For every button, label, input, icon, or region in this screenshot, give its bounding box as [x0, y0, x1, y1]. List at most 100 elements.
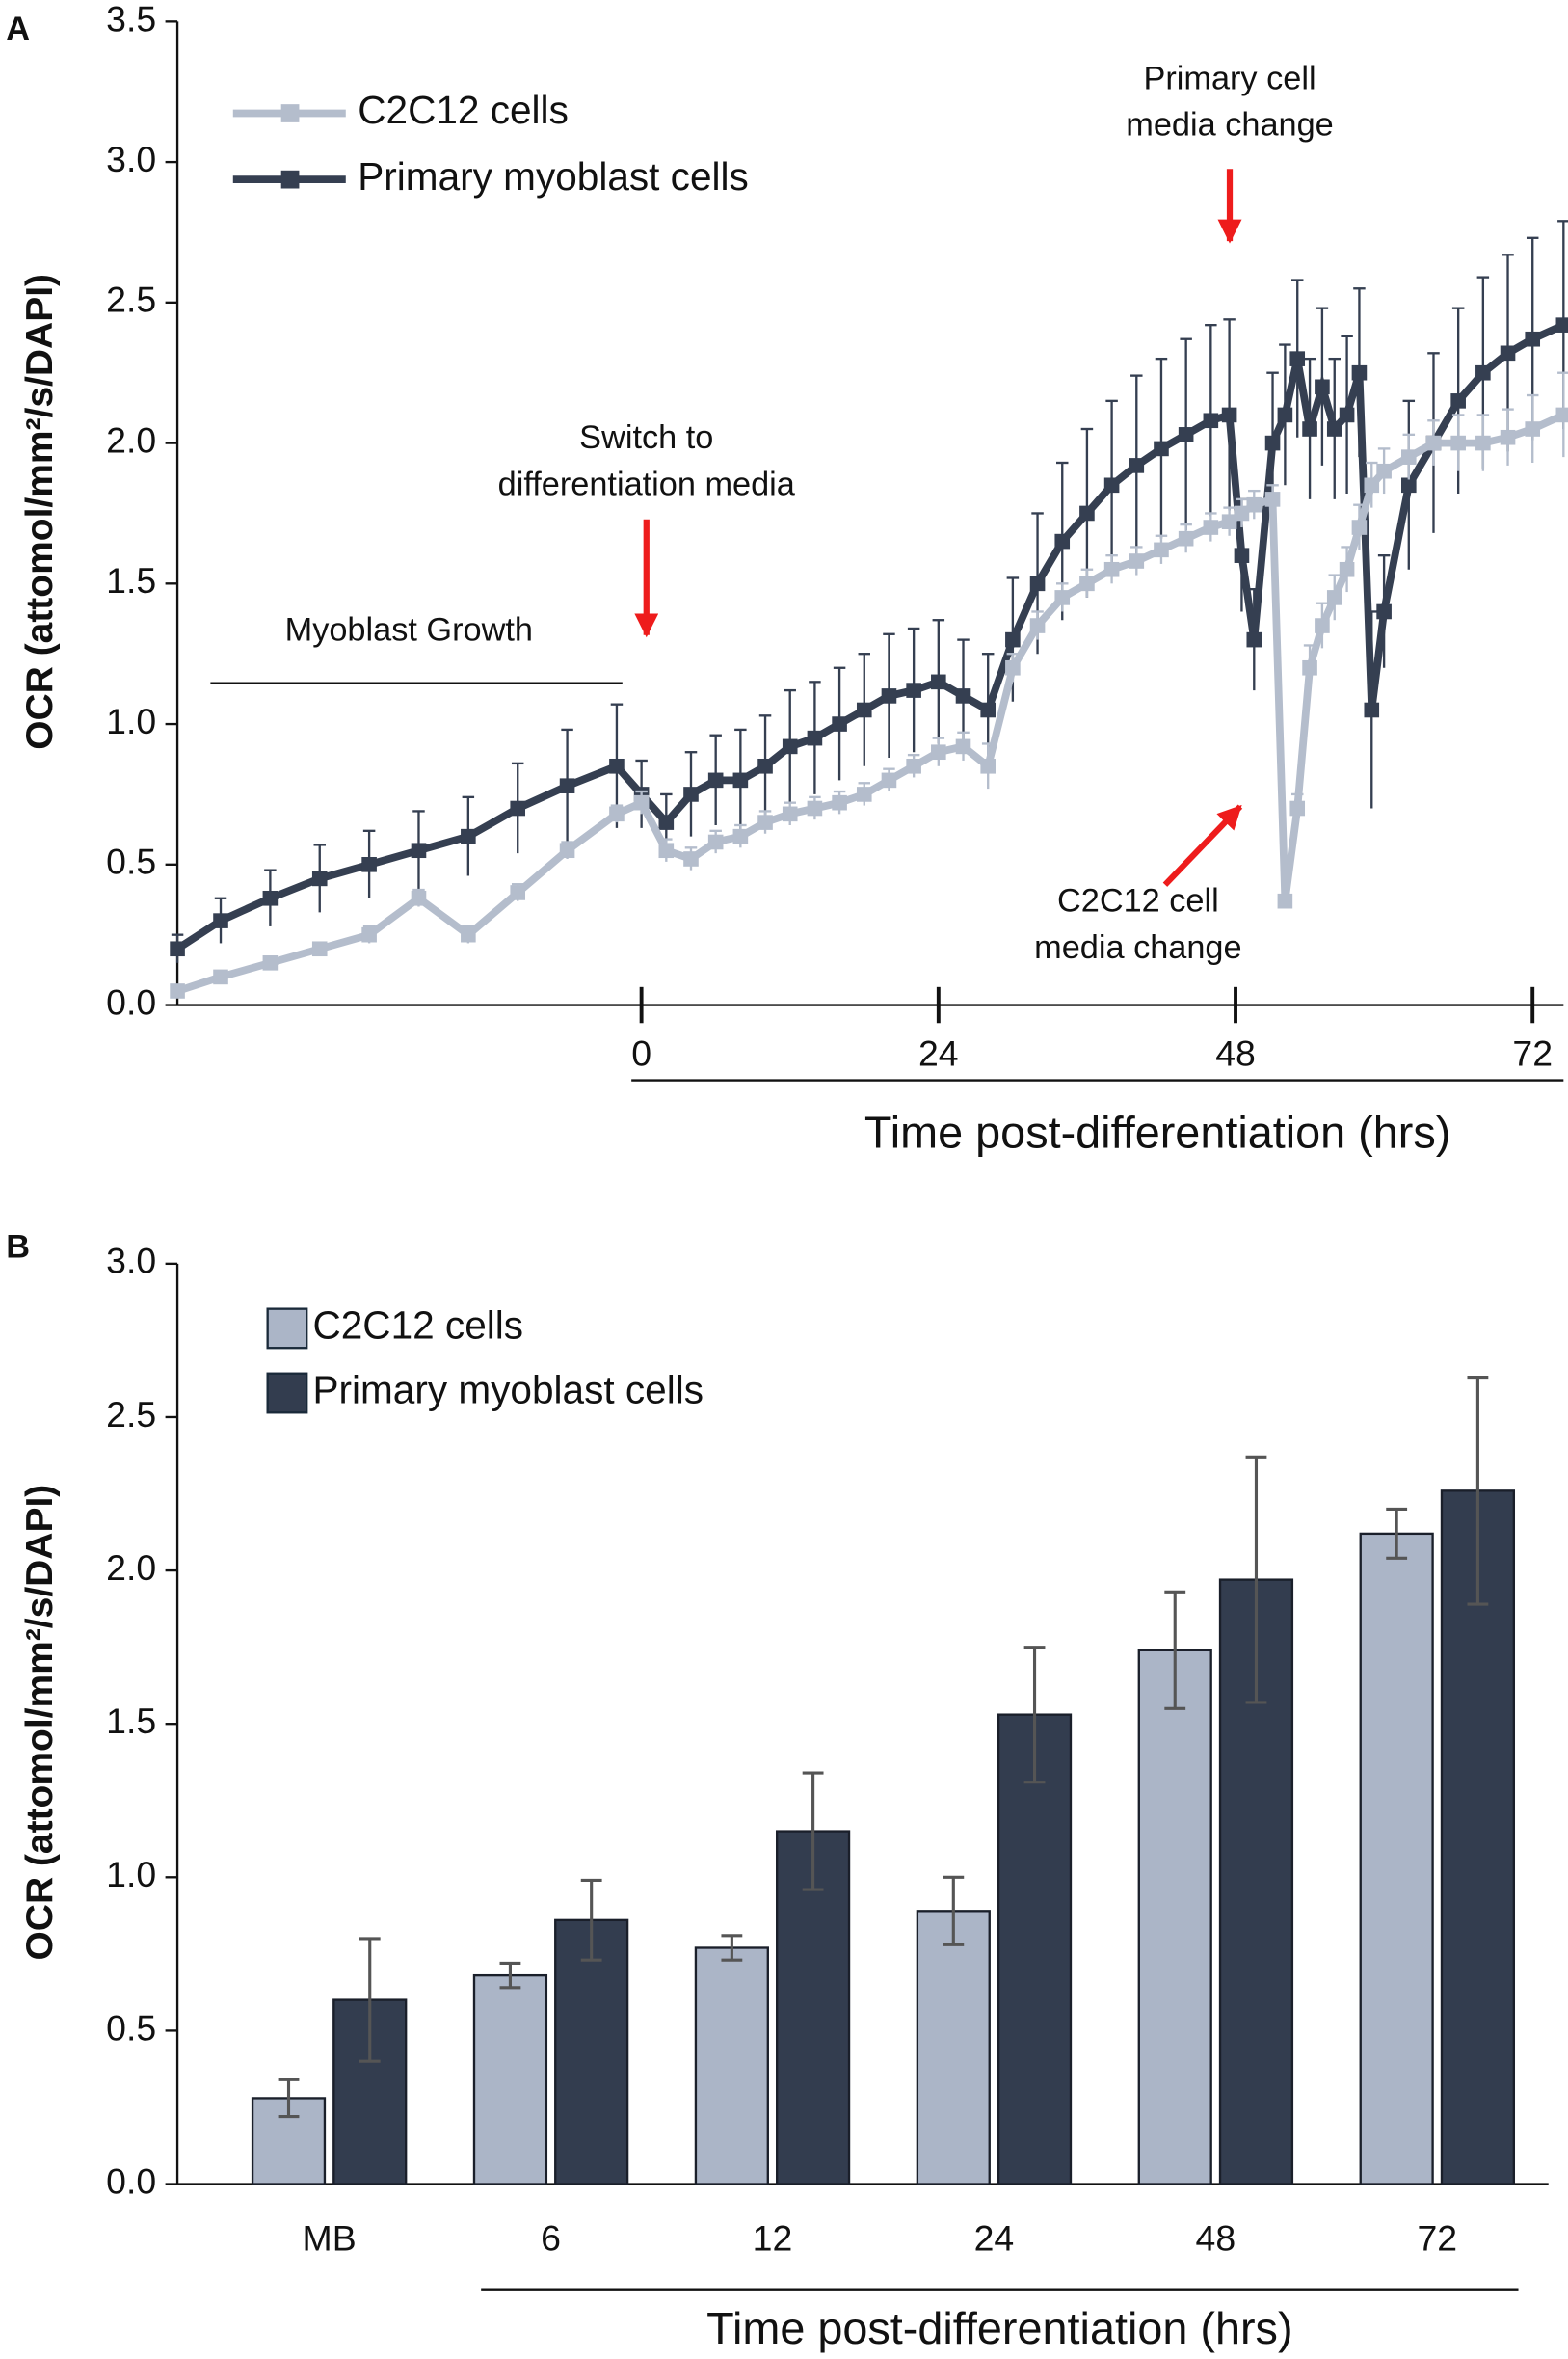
marker — [1221, 514, 1237, 529]
marker — [658, 815, 675, 830]
legend-swatch — [266, 1372, 308, 1414]
marker — [1246, 496, 1262, 513]
marker — [1277, 893, 1293, 909]
series-line — [174, 321, 1565, 952]
marker — [1450, 393, 1466, 409]
marker — [1221, 407, 1237, 423]
marker — [955, 738, 971, 755]
marker — [707, 834, 724, 850]
marker — [461, 828, 476, 844]
y-tick-label: 1.0 — [106, 1854, 156, 1894]
marker — [1103, 477, 1120, 494]
marker — [1315, 379, 1330, 395]
y-axis-label: OCR (attomol/mm²/s/DAPI) — [19, 1485, 61, 1961]
x-tick-label: 12 — [753, 2218, 793, 2259]
annotation: media change — [1126, 107, 1333, 144]
marker — [757, 758, 773, 774]
marker — [732, 828, 749, 844]
y-tick-label: 1.5 — [106, 560, 156, 601]
marker — [1315, 618, 1330, 633]
marker — [881, 772, 897, 789]
marker — [782, 806, 798, 822]
marker — [683, 851, 699, 867]
marker — [1203, 413, 1219, 429]
arrow — [1162, 804, 1243, 887]
marker — [1475, 435, 1491, 451]
y-tick-label: 0.5 — [106, 842, 156, 882]
marker — [170, 983, 185, 999]
x-tick-label: 0 — [631, 1032, 651, 1073]
marker — [1339, 407, 1355, 423]
marker — [262, 890, 279, 906]
bar — [694, 1946, 769, 2185]
y-tick-label: 3.0 — [106, 139, 156, 179]
legend-label: Primary myoblast cells — [312, 1368, 704, 1412]
marker — [1154, 542, 1169, 558]
y-tick-label: 0.5 — [106, 2007, 156, 2048]
marker — [1103, 561, 1120, 577]
marker — [1302, 659, 1317, 676]
x-tick-label: 72 — [1417, 2218, 1457, 2259]
legend-swatch — [266, 1307, 308, 1350]
marker — [1326, 590, 1342, 605]
marker — [1129, 553, 1145, 569]
marker — [658, 843, 675, 859]
y-tick-label: 0.0 — [106, 981, 156, 1022]
x-tick-label: 24 — [918, 1032, 959, 1073]
marker — [411, 890, 427, 906]
marker — [1351, 520, 1368, 535]
legend-marker — [280, 170, 300, 189]
y-tick-label: 2.0 — [106, 419, 156, 460]
marker — [1203, 520, 1219, 535]
marker — [361, 857, 377, 872]
marker — [1376, 463, 1392, 479]
marker — [213, 913, 228, 928]
marker — [1500, 345, 1516, 362]
marker — [609, 806, 625, 822]
marker — [1475, 364, 1491, 381]
y-tick-label: 3.0 — [106, 1241, 156, 1281]
y-tick-label: 2.5 — [106, 280, 156, 320]
marker — [1054, 533, 1071, 550]
marker — [1326, 421, 1342, 437]
marker — [1178, 427, 1194, 442]
marker — [1005, 631, 1021, 648]
marker — [411, 843, 427, 859]
bar — [916, 1910, 991, 2185]
bar — [554, 1918, 629, 2185]
marker — [262, 955, 279, 971]
x-axis-label: Time post-differentiation (hrs) — [706, 2303, 1292, 2353]
marker — [707, 772, 724, 789]
bar — [472, 1973, 548, 2185]
marker — [559, 778, 575, 793]
x-tick-label: MB — [303, 2218, 357, 2259]
marker — [1234, 548, 1250, 563]
marker — [1054, 590, 1071, 605]
marker — [1246, 631, 1262, 648]
marker — [1029, 618, 1046, 633]
legend-label: C2C12 cells — [312, 1303, 523, 1348]
panel-label: A — [6, 11, 30, 47]
marker — [931, 674, 946, 690]
annotation: differentiation media — [498, 466, 796, 502]
y-tick-label: 2.5 — [106, 1394, 156, 1434]
marker — [1555, 317, 1568, 333]
marker — [361, 926, 377, 943]
marker — [1364, 477, 1380, 494]
x-tick-label: 48 — [1196, 2218, 1236, 2259]
marker — [461, 926, 476, 943]
marker — [213, 969, 228, 985]
marker — [1376, 603, 1392, 620]
marker — [980, 758, 996, 774]
annotation: media change — [1034, 929, 1241, 966]
marker — [1079, 505, 1095, 522]
annotation: Myoblast Growth — [285, 612, 533, 649]
marker — [1129, 458, 1145, 473]
marker — [1525, 331, 1541, 347]
y-tick-label: 2.0 — [106, 1547, 156, 1588]
marker — [1264, 435, 1281, 451]
legend-marker — [280, 104, 300, 122]
legend-label: C2C12 cells — [358, 88, 569, 132]
marker — [683, 787, 699, 802]
marker — [1154, 441, 1169, 457]
